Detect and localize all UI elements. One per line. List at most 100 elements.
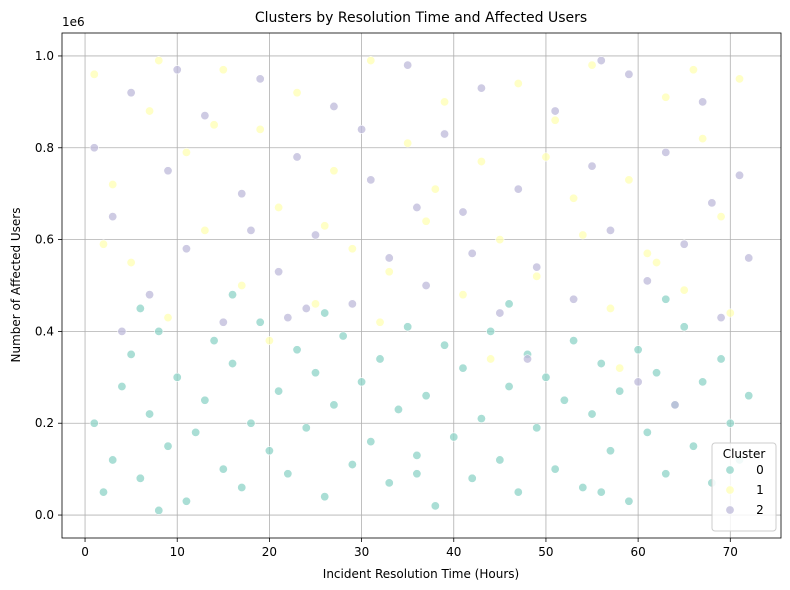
point-cluster-2-33 bbox=[698, 97, 708, 107]
point-cluster-0-70 bbox=[89, 418, 99, 428]
point-cluster-1-22 bbox=[495, 235, 505, 245]
point-cluster-1-48 bbox=[688, 65, 698, 75]
point-cluster-2-3 bbox=[145, 290, 155, 300]
point-cluster-0-71 bbox=[135, 303, 145, 313]
point-cluster-0-76 bbox=[744, 391, 754, 401]
point-cluster-2-46 bbox=[523, 354, 533, 364]
point-cluster-0-14 bbox=[228, 359, 238, 369]
point-cluster-1-11 bbox=[292, 88, 302, 98]
point-cluster-1-28 bbox=[605, 303, 615, 313]
point-cluster-1-18 bbox=[421, 216, 431, 226]
point-cluster-0-74 bbox=[504, 299, 514, 309]
point-cluster-0-48 bbox=[541, 372, 551, 382]
point-cluster-2-20 bbox=[458, 207, 468, 217]
point-cluster-0-67 bbox=[716, 354, 726, 364]
point-cluster-0-20 bbox=[283, 469, 293, 479]
point-cluster-0-11 bbox=[200, 395, 210, 405]
point-cluster-1-29 bbox=[624, 175, 634, 185]
point-cluster-2-11 bbox=[292, 152, 302, 162]
point-cluster-2-47 bbox=[633, 377, 643, 387]
x-tick-label-0: 0 bbox=[81, 545, 89, 559]
point-cluster-0-78 bbox=[596, 487, 606, 497]
point-cluster-0-40 bbox=[467, 473, 477, 483]
point-cluster-2-22 bbox=[495, 308, 505, 318]
legend-title: Cluster bbox=[723, 447, 766, 461]
legend-marker-1 bbox=[725, 485, 735, 495]
point-cluster-2-1 bbox=[108, 212, 118, 222]
legend-marker-0 bbox=[725, 465, 735, 475]
point-cluster-0-72 bbox=[228, 290, 238, 300]
point-cluster-2-45 bbox=[412, 202, 422, 212]
legend-marker-2 bbox=[725, 505, 735, 515]
point-cluster-0-32 bbox=[393, 404, 403, 414]
plot-area bbox=[62, 33, 781, 538]
data-points bbox=[89, 56, 754, 515]
point-cluster-0-10 bbox=[191, 427, 201, 437]
point-cluster-0-45 bbox=[513, 487, 523, 497]
point-cluster-2-23 bbox=[513, 184, 523, 194]
point-cluster-2-17 bbox=[403, 60, 413, 70]
point-cluster-2-2 bbox=[126, 88, 136, 98]
point-cluster-0-6 bbox=[154, 326, 164, 336]
point-cluster-1-0 bbox=[89, 69, 99, 79]
point-cluster-2-32 bbox=[679, 239, 689, 249]
point-cluster-1-9 bbox=[255, 124, 265, 134]
point-cluster-0-21 bbox=[292, 345, 302, 355]
point-cluster-2-24 bbox=[532, 262, 542, 272]
point-cluster-0-18 bbox=[264, 446, 274, 456]
point-cluster-1-38 bbox=[320, 221, 330, 231]
point-cluster-0-65 bbox=[698, 377, 708, 387]
y-tick-label-2: 0.4 bbox=[35, 324, 54, 338]
point-cluster-0-1 bbox=[108, 455, 118, 465]
point-cluster-2-36 bbox=[117, 326, 127, 336]
point-cluster-0-35 bbox=[421, 391, 431, 401]
point-cluster-2-27 bbox=[587, 161, 597, 171]
point-cluster-1-33 bbox=[698, 134, 708, 144]
point-cluster-1-2 bbox=[126, 258, 136, 268]
point-cluster-1-25 bbox=[550, 115, 560, 125]
x-axis-ticks: 0 10 20 30 40 50 60 70 bbox=[81, 538, 738, 559]
point-cluster-0-42 bbox=[486, 326, 496, 336]
point-cluster-0-29 bbox=[366, 437, 376, 447]
point-cluster-0-34 bbox=[412, 450, 422, 460]
point-cluster-0-0 bbox=[98, 487, 108, 497]
point-cluster-0-19 bbox=[274, 386, 284, 396]
point-cluster-1-26 bbox=[569, 193, 579, 203]
x-tick-label-2: 20 bbox=[262, 545, 277, 559]
point-cluster-2-4 bbox=[163, 166, 173, 176]
point-cluster-1-49 bbox=[578, 230, 588, 240]
legend-label-2: 2 bbox=[756, 503, 764, 517]
point-cluster-0-2 bbox=[117, 381, 127, 391]
point-cluster-2-28 bbox=[605, 225, 615, 235]
point-cluster-0-73 bbox=[320, 308, 330, 318]
legend-label-0: 0 bbox=[756, 463, 764, 477]
point-cluster-0-8 bbox=[172, 372, 182, 382]
y-offset-label: 1e6 bbox=[62, 15, 85, 29]
point-cluster-0-59 bbox=[642, 427, 652, 437]
point-cluster-2-21 bbox=[476, 83, 486, 93]
x-tick-label-5: 50 bbox=[538, 545, 553, 559]
point-cluster-2-7 bbox=[218, 317, 228, 327]
point-cluster-2-48 bbox=[670, 400, 680, 410]
point-cluster-1-1 bbox=[108, 180, 118, 190]
point-cluster-1-24 bbox=[532, 271, 542, 281]
point-cluster-0-49 bbox=[550, 464, 560, 474]
point-cluster-0-36 bbox=[430, 501, 440, 511]
point-cluster-1-16 bbox=[384, 267, 394, 277]
point-cluster-0-26 bbox=[338, 331, 348, 341]
point-cluster-1-45 bbox=[264, 336, 274, 346]
point-cluster-1-15 bbox=[366, 56, 376, 66]
point-cluster-0-30 bbox=[375, 354, 385, 364]
point-cluster-1-19 bbox=[440, 97, 450, 107]
point-cluster-1-20 bbox=[458, 290, 468, 300]
point-cluster-2-19 bbox=[440, 129, 450, 139]
point-cluster-2-49 bbox=[283, 313, 293, 323]
point-cluster-0-4 bbox=[135, 473, 145, 483]
point-cluster-2-43 bbox=[172, 65, 182, 75]
point-cluster-0-15 bbox=[237, 482, 247, 492]
point-cluster-1-41 bbox=[652, 258, 662, 268]
point-cluster-0-64 bbox=[688, 441, 698, 451]
point-cluster-0-43 bbox=[495, 455, 505, 465]
point-cluster-0-75 bbox=[661, 294, 671, 304]
point-cluster-2-16 bbox=[384, 253, 394, 263]
